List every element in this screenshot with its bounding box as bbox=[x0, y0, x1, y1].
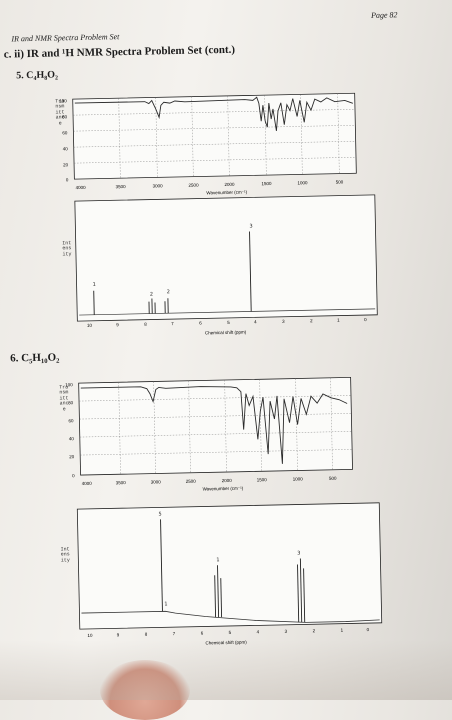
nmr-spectrum-6: 5 1 3 1 bbox=[77, 503, 381, 629]
nmr6-peak-label: 5 bbox=[158, 511, 161, 517]
ir6-xtick: 3000 bbox=[151, 479, 162, 484]
ir6-xtick: 1500 bbox=[257, 477, 268, 482]
nmr6-xtick: 9 bbox=[117, 632, 120, 637]
nmr6-xtitle: Chemical shift (ppm) bbox=[205, 640, 247, 646]
nmr6-peak-label: 1 bbox=[164, 601, 167, 607]
nmr6-xtick: 6 bbox=[201, 631, 204, 636]
nmr-frame-6 bbox=[77, 503, 381, 629]
nmr-x-ticks-6: 10 9 8 7 6 5 4 3 2 1 0 Chemical shift (p… bbox=[87, 627, 370, 648]
ir6-xtick: 2500 bbox=[186, 479, 197, 484]
nmr6-xtick: 7 bbox=[173, 631, 176, 636]
ir6-ytick: 40 bbox=[69, 436, 75, 441]
nmr6-peak-label: 1 bbox=[216, 557, 219, 563]
thumb-photo-artifact bbox=[100, 660, 190, 720]
ir-frame-6 bbox=[79, 377, 353, 475]
nmr6-xtick: 8 bbox=[145, 632, 148, 637]
ir6-xtick: 1000 bbox=[293, 476, 304, 481]
ir6-ytick: 60 bbox=[68, 418, 74, 423]
ir-x-ticks-6: 4000 3500 3000 2500 2000 1500 1000 500 W… bbox=[82, 476, 337, 494]
worksheet-page: Page 82 IR and NMR Spectra Problem Set c… bbox=[0, 0, 452, 705]
nmr6-xtick: 1 bbox=[341, 628, 344, 633]
ir6-xtitle: Wavenumber (cm⁻¹) bbox=[202, 486, 243, 492]
nmr6-xtick: 4 bbox=[257, 629, 260, 634]
nmr6-xtick: 5 bbox=[229, 630, 232, 635]
problem-6-figures: 100 80 60 40 20 0 4000 3500 3000 2500 20… bbox=[0, 0, 452, 705]
ir6-xtick: 4000 bbox=[82, 481, 93, 486]
ir-spectrum-6 bbox=[79, 377, 353, 475]
ir6-ytick: 80 bbox=[68, 400, 74, 405]
ir6-xtick: 500 bbox=[329, 476, 337, 481]
nmr6-xtick: 3 bbox=[285, 629, 288, 634]
ir6-xtick: 3500 bbox=[116, 480, 127, 485]
nmr6-peak-label: 3 bbox=[297, 550, 300, 556]
ir6-ytick: 0 bbox=[72, 473, 75, 478]
nmr6-xtick: 10 bbox=[87, 633, 93, 638]
nmr6-xtick: 0 bbox=[367, 627, 370, 632]
nmr6-xtick: 2 bbox=[313, 628, 316, 633]
nmr-y-label-6: Intensity bbox=[60, 547, 70, 563]
ir6-ytick: 20 bbox=[69, 454, 75, 459]
ir6-xtick: 2000 bbox=[222, 478, 233, 483]
ir-y-ticks-6: 100 80 60 40 20 0 bbox=[65, 382, 75, 478]
ir6-ytick: 100 bbox=[65, 382, 73, 387]
